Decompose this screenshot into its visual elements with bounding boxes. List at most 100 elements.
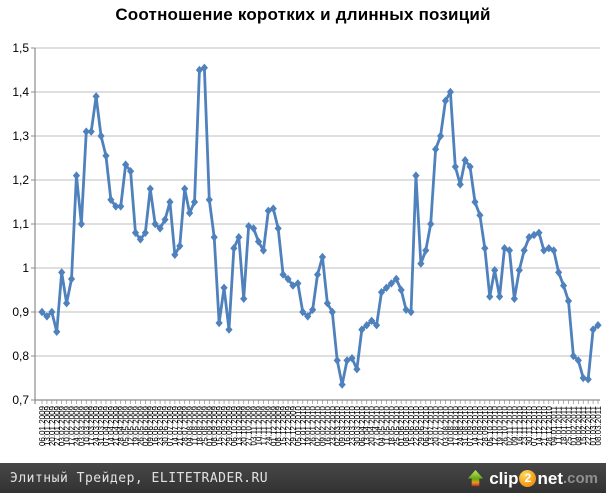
svg-text:1,1: 1,1 <box>12 217 29 231</box>
svg-text:08.12.2009: 08.12.2009 <box>274 405 283 446</box>
svg-text:20.04.2010: 20.04.2010 <box>368 405 377 446</box>
svg-text:16.11.2010: 16.11.2010 <box>515 405 524 445</box>
svg-text:22.06.2010: 22.06.2010 <box>412 405 421 446</box>
data-point-markers <box>38 63 602 389</box>
svg-text:01.02.2011: 01.02.2011 <box>569 405 578 445</box>
svg-text:05.10.2010: 05.10.2010 <box>486 405 495 446</box>
svg-text:15.12.2009: 15.12.2009 <box>279 405 288 446</box>
clip2net-arrow-icon <box>468 469 484 486</box>
svg-text:0,9: 0,9 <box>12 305 29 319</box>
chart-title: Соотношение коротких и длинных позиций <box>115 5 491 24</box>
svg-text:02.02.2010: 02.02.2010 <box>314 405 323 446</box>
svg-text:27.01.2009: 27.01.2009 <box>53 405 62 446</box>
svg-text:10.02.2009: 10.02.2009 <box>63 405 72 446</box>
svg-text:12.05.2009: 12.05.2009 <box>127 405 136 446</box>
svg-text:07.09.2010: 07.09.2010 <box>466 405 475 446</box>
svg-text:13.01.2009: 13.01.2009 <box>43 405 52 446</box>
svg-text:06.01.2009: 06.01.2009 <box>38 405 47 446</box>
clip2net-logo[interactable]: clip 2 net .com <box>466 469 606 488</box>
svg-text:20.10.2009: 20.10.2009 <box>240 405 249 446</box>
svg-text:26.10.2010: 26.10.2010 <box>501 405 510 446</box>
svg-text:25.01.2011: 25.01.2011 <box>564 405 573 445</box>
svg-text:03.03.2009: 03.03.2009 <box>77 405 86 446</box>
svg-text:28.04.2009: 28.04.2009 <box>117 405 126 446</box>
svg-text:31.08.2010: 31.08.2010 <box>461 405 470 446</box>
svg-text:08.09.2009: 08.09.2009 <box>210 405 219 446</box>
svg-text:14.07.2009: 14.07.2009 <box>171 405 180 446</box>
svg-text:27.04.2010: 27.04.2010 <box>373 405 382 446</box>
svg-text:21.07.2009: 21.07.2009 <box>176 405 185 446</box>
svg-text:13.07.2010: 13.07.2010 <box>427 405 436 446</box>
svg-text:21.04.2009: 21.04.2009 <box>112 405 121 446</box>
x-axis-tick-labels: 06.01.200913.01.200920.01.200927.01.2009… <box>38 405 603 446</box>
svg-text:30.03.2010: 30.03.2010 <box>353 405 362 446</box>
svg-text:01.03.2011: 01.03.2011 <box>589 405 598 445</box>
svg-text:19.01.2010: 19.01.2010 <box>304 405 313 446</box>
svg-text:13.04.2010: 13.04.2010 <box>363 405 372 446</box>
axes <box>34 48 600 404</box>
svg-text:0,8: 0,8 <box>12 349 29 363</box>
svg-text:06.04.2010: 06.04.2010 <box>358 405 367 446</box>
svg-text:22.09.2009: 22.09.2009 <box>220 405 229 446</box>
svg-text:1: 1 <box>22 261 29 275</box>
svg-text:31.03.2009: 31.03.2009 <box>97 405 106 446</box>
footer-bar: Элитный Трейдер, ELITETRADER.RU clip 2 n… <box>0 463 606 493</box>
svg-text:12.10.2010: 12.10.2010 <box>491 405 500 446</box>
svg-text:25.05.2010: 25.05.2010 <box>392 405 401 446</box>
svg-text:30.11.2010: 30.11.2010 <box>525 405 534 445</box>
x-axis-ticks <box>41 400 599 404</box>
svg-text:15.06.2010: 15.06.2010 <box>407 405 416 446</box>
svg-text:28.12.2010: 28.12.2010 <box>545 405 554 446</box>
svg-text:15.09.2009: 15.09.2009 <box>215 405 224 446</box>
svg-text:18.08.2009: 18.08.2009 <box>195 405 204 446</box>
svg-text:27.10.2009: 27.10.2009 <box>245 405 254 446</box>
svg-text:08.06.2010: 08.06.2010 <box>402 405 411 446</box>
svg-text:03.11.2009: 03.11.2009 <box>250 405 259 445</box>
svg-text:1,2: 1,2 <box>12 173 29 187</box>
svg-text:11.01.2011: 11.01.2011 <box>555 405 564 444</box>
svg-text:07.12.2010: 07.12.2010 <box>530 405 539 446</box>
svg-text:20.07.2010: 20.07.2010 <box>432 405 441 446</box>
svg-text:29.09.2009: 29.09.2009 <box>225 405 234 446</box>
svg-text:24.02.2009: 24.02.2009 <box>72 405 81 446</box>
svg-text:22.02.2011: 22.02.2011 <box>584 405 593 445</box>
svg-text:24.08.2010: 24.08.2010 <box>456 405 465 446</box>
svg-text:04.08.2009: 04.08.2009 <box>186 405 195 446</box>
svg-text:1,5: 1,5 <box>12 41 29 55</box>
y-gridlines <box>31 47 600 401</box>
svg-text:10.03.2009: 10.03.2009 <box>82 405 91 446</box>
svg-text:0,7: 0,7 <box>12 393 29 407</box>
svg-text:12.01.2010: 12.01.2010 <box>299 405 308 446</box>
svg-text:01.09.2009: 01.09.2009 <box>205 405 214 446</box>
svg-text:15.02.2011: 15.02.2011 <box>579 405 588 445</box>
svg-text:28.07.2009: 28.07.2009 <box>181 405 190 446</box>
svg-text:10.11.2009: 10.11.2009 <box>254 405 263 445</box>
svg-text:23.06.2009: 23.06.2009 <box>156 405 165 446</box>
y-axis-labels: 1,5 1,4 1,3 1,2 1,1 1 0,9 0,8 0,7 <box>12 41 29 407</box>
svg-text:17.03.2009: 17.03.2009 <box>87 405 96 446</box>
svg-text:17.02.2009: 17.02.2009 <box>68 405 77 446</box>
svg-text:23.02.2010: 23.02.2010 <box>328 405 337 446</box>
svg-text:26.05.2009: 26.05.2009 <box>136 405 145 446</box>
svg-text:22.12.2009: 22.12.2009 <box>284 405 293 446</box>
ratio-line-chart: 1,5 1,4 1,3 1,2 1,1 1 0,9 0,8 0,7 06.01.200913.01… <box>12 41 603 446</box>
svg-text:02.11.2010: 02.11.2010 <box>505 405 514 445</box>
svg-text:07.04.2009: 07.04.2009 <box>102 405 111 446</box>
svg-text:30.06.2009: 30.06.2009 <box>161 405 170 446</box>
svg-text:09.03.2010: 09.03.2010 <box>338 405 347 446</box>
svg-text:05.05.2009: 05.05.2009 <box>122 405 131 446</box>
svg-text:09.11.2010: 09.11.2010 <box>510 405 519 445</box>
svg-text:23.11.2010: 23.11.2010 <box>520 405 529 445</box>
svg-text:05.01.2010: 05.01.2010 <box>294 405 303 446</box>
svg-text:17.08.2010: 17.08.2010 <box>451 405 460 446</box>
svg-text:09.06.2009: 09.06.2009 <box>146 405 155 446</box>
svg-text:01.12.2009: 01.12.2009 <box>269 405 278 446</box>
svg-text:23.03.2010: 23.03.2010 <box>348 405 357 446</box>
svg-text:09.02.2010: 09.02.2010 <box>318 405 327 446</box>
svg-text:21.12.2010: 21.12.2010 <box>540 405 549 446</box>
svg-text:02.06.2009: 02.06.2009 <box>141 405 150 446</box>
svg-text:03.02.2009: 03.02.2009 <box>58 405 67 446</box>
svg-text:19.05.2009: 19.05.2009 <box>131 405 140 446</box>
svg-text:14.12.2010: 14.12.2010 <box>535 405 544 446</box>
svg-text:20.01.2009: 20.01.2009 <box>48 405 57 446</box>
